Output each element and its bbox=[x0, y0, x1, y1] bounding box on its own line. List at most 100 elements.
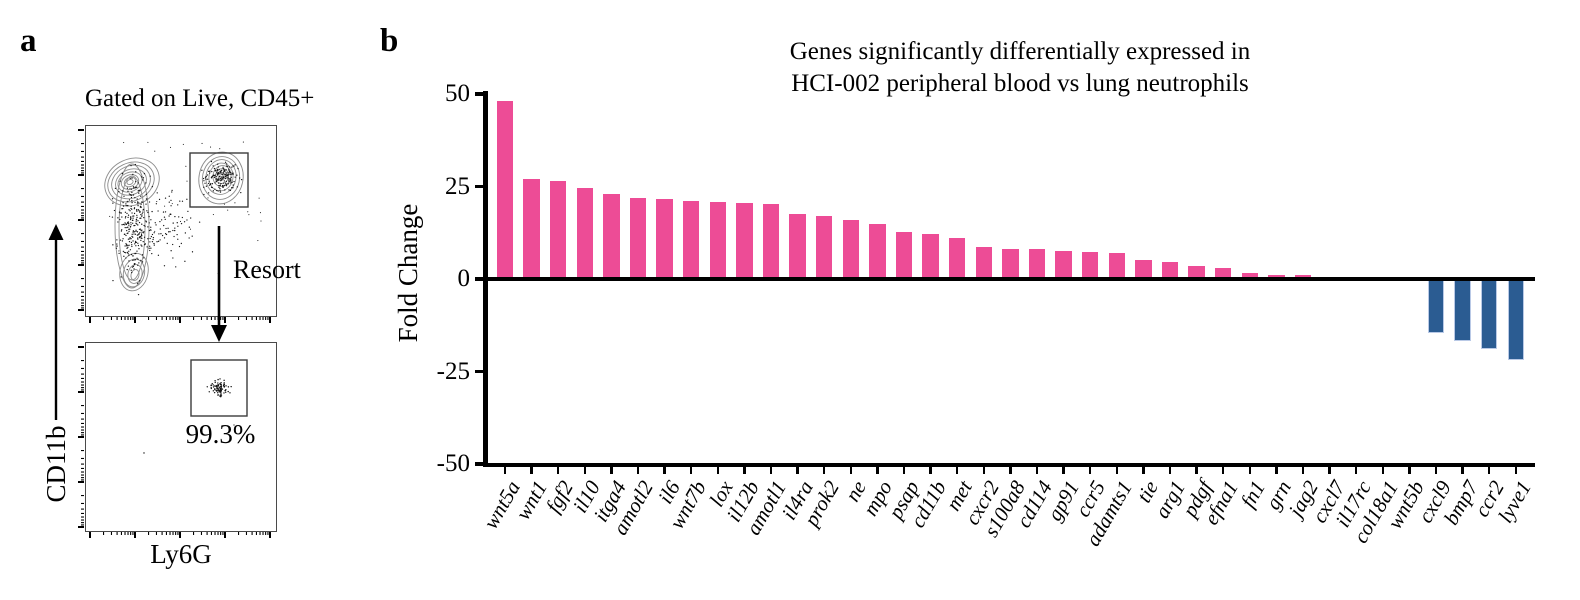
gene-tick-mark bbox=[503, 465, 507, 474]
bar-amotl2 bbox=[629, 197, 647, 279]
bar-arg1 bbox=[1161, 261, 1179, 279]
gene-tick-mark bbox=[1275, 465, 1278, 474]
contour-plot bbox=[104, 141, 262, 296]
gene-tick-mark bbox=[1195, 465, 1198, 474]
gene-tick-mark bbox=[610, 465, 613, 474]
gene-tick-mark bbox=[1009, 465, 1012, 474]
panel-a-label: a bbox=[20, 23, 37, 59]
bar-ccr2 bbox=[1480, 279, 1498, 350]
gene-tick-mark bbox=[1248, 465, 1252, 474]
bar-efna1 bbox=[1214, 267, 1232, 279]
bar-fgf2 bbox=[549, 180, 567, 279]
gene-tick-mark bbox=[583, 465, 587, 474]
bar-lyve1 bbox=[1507, 279, 1525, 361]
gene-tick-mark bbox=[1142, 465, 1145, 474]
chart-title-line2: HCI-002 peripheral blood vs lung neutrop… bbox=[791, 70, 1249, 97]
gene-tick-mark bbox=[1168, 465, 1172, 474]
scatter-dots bbox=[109, 141, 262, 296]
gene-tick-mark bbox=[955, 465, 959, 474]
bar-itga4 bbox=[603, 193, 620, 279]
gene-tick-mark bbox=[1301, 465, 1305, 474]
flow-plot-top bbox=[85, 125, 277, 317]
bar-psap bbox=[895, 232, 913, 279]
resort-plot bbox=[143, 359, 248, 454]
bar-ne bbox=[842, 219, 860, 279]
gene-tick-mark bbox=[556, 465, 560, 474]
resort-arrow bbox=[211, 226, 227, 342]
zero-baseline bbox=[483, 277, 1535, 282]
gene-tick-mark bbox=[876, 465, 879, 474]
gene-tick-mark bbox=[1461, 465, 1464, 474]
gene-tick-mark bbox=[1514, 465, 1518, 474]
bottom-axis-ticks bbox=[89, 532, 271, 538]
bar-wnt5a bbox=[496, 101, 514, 279]
bar-cd11b bbox=[922, 233, 939, 279]
resort-label: Resort bbox=[233, 255, 301, 284]
x-axis-line bbox=[483, 463, 1535, 467]
bar-tie bbox=[1135, 259, 1152, 279]
bar-il12b bbox=[736, 202, 753, 279]
bar-lox bbox=[709, 202, 727, 279]
gene-tick-mark bbox=[1088, 465, 1092, 474]
gene-tick-mark bbox=[1221, 465, 1225, 474]
y-tick-mark bbox=[475, 277, 484, 281]
left-axis-ticks bbox=[78, 129, 84, 311]
bar-adamts1 bbox=[1108, 253, 1126, 279]
bar-s100a8 bbox=[1002, 248, 1019, 279]
y-tick-mark bbox=[475, 462, 484, 466]
bar-ccr5 bbox=[1081, 252, 1099, 279]
flow-plot-bottom bbox=[85, 342, 277, 532]
gene-tick-mark bbox=[1115, 465, 1119, 474]
y-tick-label: 25 bbox=[445, 172, 470, 200]
gene-tick-mark bbox=[822, 465, 826, 474]
chart-title-line1: Genes significantly differentially expre… bbox=[789, 38, 1251, 65]
bar-il6 bbox=[656, 199, 673, 279]
gene-tick-mark bbox=[530, 465, 533, 474]
y-tick-label: 50 bbox=[445, 80, 470, 107]
bar-cxcl9 bbox=[1427, 279, 1445, 333]
bar-wnt1 bbox=[523, 179, 540, 279]
y-tick-mark bbox=[475, 184, 484, 189]
purity-gate-box bbox=[190, 359, 248, 417]
cd11b-axis-arrow bbox=[48, 224, 64, 420]
gene-tick-mark bbox=[1035, 465, 1039, 474]
y-tick-label: -25 bbox=[436, 357, 470, 385]
gene-tick-mark bbox=[902, 465, 906, 474]
scatter-dots bbox=[143, 378, 235, 454]
gate-percentage: 99.3% bbox=[185, 419, 256, 449]
bar-mpo bbox=[869, 223, 886, 279]
flow-plot-title: Gated on Live, CD45+ bbox=[85, 85, 315, 112]
gene-tick-mark bbox=[1062, 465, 1065, 474]
y-tick-mark bbox=[475, 92, 484, 96]
bar-grn bbox=[1268, 274, 1285, 279]
bar-prok2 bbox=[815, 216, 833, 279]
bar-il10 bbox=[576, 188, 594, 279]
gene-tick-mark bbox=[689, 465, 693, 474]
bar-bmp7 bbox=[1454, 279, 1471, 342]
bar-cxcr2 bbox=[975, 247, 993, 279]
gene-tick-mark bbox=[1434, 465, 1438, 474]
gene-tick-mark bbox=[849, 465, 853, 474]
sort-gate-box bbox=[189, 152, 249, 208]
gene-tick-mark bbox=[716, 465, 720, 474]
panel-b-label: b bbox=[380, 23, 399, 59]
bar-gp91 bbox=[1055, 251, 1072, 279]
gene-tick-mark bbox=[636, 465, 640, 474]
gene-tick-mark bbox=[929, 465, 932, 474]
bar-fn1 bbox=[1241, 273, 1259, 279]
gene-tick-mark bbox=[796, 465, 799, 474]
bar-amotl1 bbox=[762, 203, 780, 279]
bar-wnt7b bbox=[682, 201, 700, 279]
gene-tick-mark bbox=[982, 465, 986, 474]
gene-tick-mark bbox=[1354, 465, 1358, 474]
gene-tick-mark bbox=[1408, 465, 1411, 474]
chart-title: Genes significantly differentially expre… bbox=[715, 36, 1325, 100]
left-axis-ticks bbox=[78, 346, 84, 528]
gene-tick-mark bbox=[1328, 465, 1331, 474]
gene-tick-mark bbox=[1487, 465, 1491, 474]
bar-pdgf bbox=[1188, 266, 1205, 279]
y-tick-label: 0 bbox=[457, 265, 471, 292]
gene-tick-mark bbox=[1381, 465, 1385, 474]
gene-tick-mark bbox=[769, 465, 773, 474]
